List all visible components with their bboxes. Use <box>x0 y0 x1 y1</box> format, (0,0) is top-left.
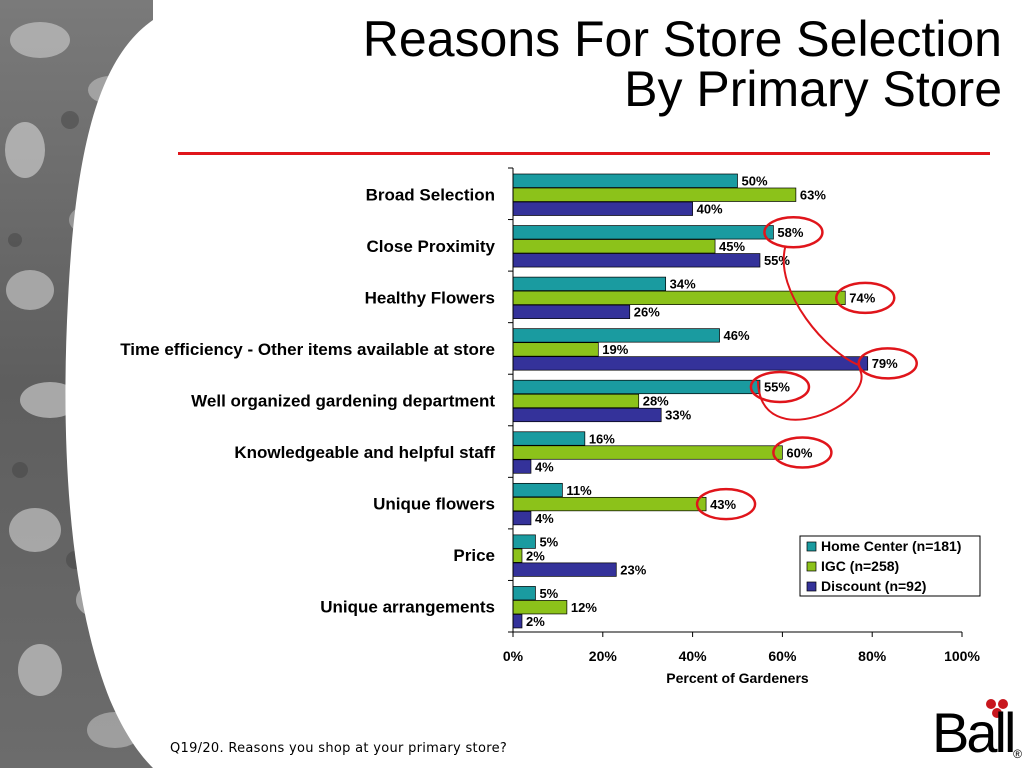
category-label: Close Proximity <box>367 237 496 256</box>
bar <box>512 534 536 549</box>
logo-dot-2 <box>998 699 1008 709</box>
x-axis-title: Percent of Gardeners <box>666 670 809 686</box>
highlight-circle <box>835 281 896 315</box>
legend-swatch <box>806 581 817 592</box>
logo-dot-1 <box>986 699 996 709</box>
category-label: Price <box>453 546 495 565</box>
highlight-circle <box>749 370 811 404</box>
category-label: Broad Selection <box>366 185 495 204</box>
category-label: Time efficiency - Other items available … <box>120 340 495 359</box>
bar <box>512 356 869 371</box>
bar <box>512 201 693 216</box>
bar <box>512 304 631 319</box>
data-label: 5% <box>539 586 558 601</box>
bar <box>512 379 761 395</box>
category-label: Unique arrangements <box>320 598 495 617</box>
highlight-circle <box>857 347 918 380</box>
legend-box <box>799 535 981 597</box>
x-tick-label: 60% <box>768 648 797 664</box>
data-label: 12% <box>571 600 597 615</box>
x-tick-label: 40% <box>679 648 708 664</box>
data-label: 33% <box>665 408 691 423</box>
data-label: 23% <box>620 562 646 577</box>
data-label: 19% <box>602 342 628 357</box>
title-line-2: By Primary Store <box>624 61 1002 117</box>
data-label: 55% <box>764 380 790 395</box>
data-label: 46% <box>724 328 750 343</box>
highlight-circle <box>695 487 757 521</box>
legend-label: Discount (n=92) <box>821 578 926 594</box>
data-label: 45% <box>719 239 745 254</box>
data-label: 2% <box>526 548 545 563</box>
bar <box>512 445 783 460</box>
footnote: Q19/20. Reasons you shop at your primary… <box>170 741 508 756</box>
bar <box>512 562 617 577</box>
data-label: 28% <box>643 394 669 409</box>
bar <box>512 614 523 629</box>
bar <box>512 253 761 268</box>
bar <box>512 459 532 474</box>
data-label: 58% <box>777 225 803 240</box>
slide-title: Reasons For Store Selection By Primary S… <box>363 14 1002 114</box>
data-label: 34% <box>670 277 696 292</box>
bar <box>512 548 523 563</box>
bar <box>512 187 797 202</box>
bar <box>512 600 568 615</box>
bar <box>512 276 667 291</box>
logo-registered-mark: ® <box>1013 747 1022 761</box>
bar <box>512 496 707 512</box>
title-line-1: Reasons For Store Selection <box>362 11 1002 67</box>
data-label: 4% <box>535 511 554 526</box>
highlight-connector <box>782 246 861 367</box>
data-label: 63% <box>800 188 826 203</box>
title-underline-rule <box>178 152 990 155</box>
bar <box>512 510 532 526</box>
data-label: 43% <box>710 497 736 512</box>
bar <box>512 342 599 357</box>
x-tick-label: 80% <box>858 648 887 664</box>
x-tick-label: 0% <box>503 648 524 664</box>
x-tick-label: 20% <box>589 648 618 664</box>
data-label: 79% <box>872 356 898 371</box>
data-label: 50% <box>742 174 768 189</box>
bar <box>512 225 774 240</box>
bar <box>512 482 563 498</box>
x-tick-label: 100% <box>944 648 980 664</box>
bar <box>512 431 586 446</box>
logo-text: Ball <box>932 701 1016 764</box>
category-label: Unique flowers <box>373 495 495 514</box>
bar <box>512 407 662 423</box>
data-label: 74% <box>849 291 875 306</box>
data-label: 26% <box>634 305 660 320</box>
data-label: 16% <box>589 431 615 446</box>
data-label: 2% <box>526 614 545 629</box>
data-label: 11% <box>566 483 592 498</box>
data-label: 40% <box>697 202 723 217</box>
bar <box>512 173 738 188</box>
category-label: Well organized gardening department <box>191 391 495 410</box>
data-label: 4% <box>535 459 554 474</box>
bar <box>512 239 716 254</box>
legend-label: Home Center (n=181) <box>821 538 961 554</box>
highlight-circle <box>772 436 833 469</box>
data-label: 60% <box>786 445 812 460</box>
data-label: 5% <box>539 534 558 549</box>
legend-swatch <box>806 541 817 552</box>
legend-label: IGC (n=258) <box>821 558 899 574</box>
highlight-circle <box>763 216 824 249</box>
logo-dot-3 <box>992 708 1002 718</box>
data-label: 55% <box>764 253 790 268</box>
highlight-connector <box>756 368 863 421</box>
category-label: Healthy Flowers <box>365 288 495 307</box>
bar <box>512 328 720 343</box>
category-label: Knowledgeable and helpful staff <box>234 443 495 462</box>
ball-logo: Ball ® <box>932 697 1022 765</box>
legend-swatch <box>806 561 817 572</box>
bar <box>512 393 640 409</box>
bar <box>512 586 536 601</box>
